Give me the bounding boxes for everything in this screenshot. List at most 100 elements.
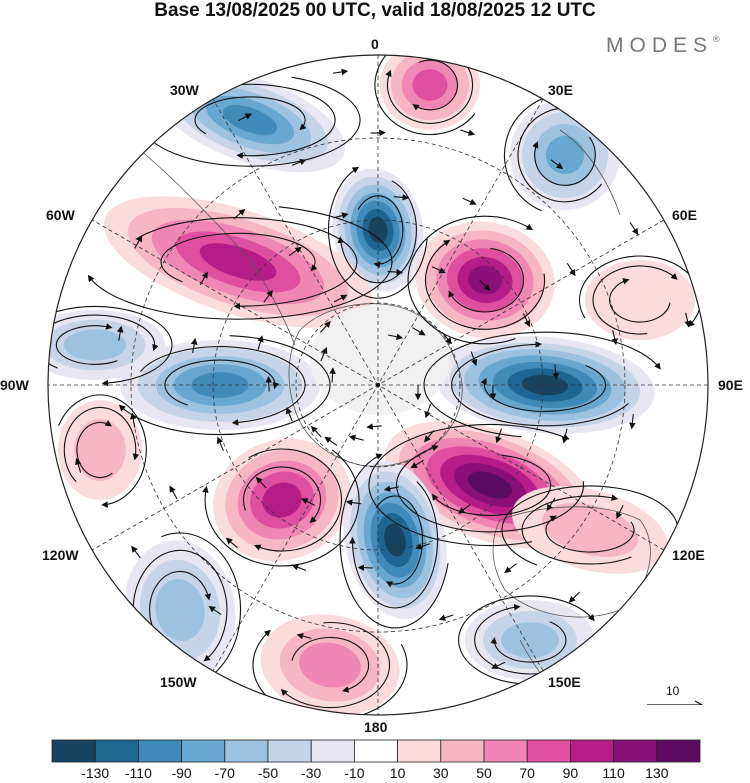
wind-arrow-58 bbox=[504, 563, 517, 574]
wind-arrow-8 bbox=[424, 403, 432, 419]
streamline-5 bbox=[87, 206, 393, 320]
wind-arrow-34 bbox=[552, 364, 560, 380]
wind-arrow-54 bbox=[319, 321, 331, 333]
longitude-label-90w: 90W bbox=[0, 377, 29, 393]
streamline-39 bbox=[194, 96, 307, 135]
wind-arrow-37 bbox=[568, 591, 581, 603]
wind-arrow-39 bbox=[441, 332, 452, 345]
anomaly-contour-17-2 bbox=[501, 622, 559, 658]
streamline-32 bbox=[252, 629, 408, 715]
wind-arrow-3 bbox=[458, 504, 471, 514]
antarctica-coastline bbox=[288, 303, 463, 467]
africa-coastline bbox=[559, 129, 621, 216]
anomaly-contour-13-4 bbox=[222, 105, 278, 135]
streamline-6 bbox=[448, 247, 525, 313]
streamline-10 bbox=[451, 341, 629, 427]
wind-arrow-18 bbox=[479, 279, 491, 291]
longitude-label-30w: 30W bbox=[170, 82, 199, 98]
wind-arrow-65 bbox=[462, 197, 477, 205]
longitude-label-90e: 90E bbox=[718, 377, 743, 393]
colorbar-tick-6: -10 bbox=[344, 765, 365, 781]
wind-arrow-32 bbox=[383, 485, 399, 492]
wind-arrow-68 bbox=[684, 312, 691, 328]
wind-arrow-66 bbox=[438, 614, 454, 621]
anomaly-contour-2-5 bbox=[468, 265, 502, 295]
longitude-label-150w: 150W bbox=[160, 674, 197, 690]
longitude-label-150e: 150E bbox=[548, 674, 581, 690]
streamline-45 bbox=[609, 278, 671, 323]
colorbar-tick-3: -70 bbox=[214, 765, 235, 781]
wind-arrow-33 bbox=[263, 289, 273, 303]
streamline-14 bbox=[118, 335, 331, 436]
streamline-17 bbox=[58, 394, 147, 508]
streamline-22 bbox=[248, 448, 343, 552]
wind-arrow-62 bbox=[333, 294, 348, 303]
wind-arrow-31 bbox=[412, 327, 426, 336]
colorbar-tick-13: 130 bbox=[645, 765, 669, 781]
streamline-8 bbox=[407, 215, 534, 345]
wind-arrow-29 bbox=[616, 504, 624, 519]
streamline-24 bbox=[375, 495, 424, 588]
anomaly-contour-14-2 bbox=[63, 329, 127, 361]
map-title: Base 13/08/2025 00 UTC, valid 18/08/2025… bbox=[154, 0, 596, 21]
wind-arrow-10 bbox=[431, 266, 446, 274]
streamline-23 bbox=[202, 449, 360, 567]
wind-arrow-47 bbox=[470, 351, 478, 367]
wind-arrow-60 bbox=[629, 222, 639, 236]
colorbar-tick-5: -30 bbox=[301, 765, 322, 781]
wind-arrow-43 bbox=[169, 485, 178, 500]
colorbar-tick-10: 70 bbox=[519, 765, 535, 781]
wind-arrow-6 bbox=[296, 632, 312, 640]
wind-arrow-21 bbox=[629, 414, 636, 430]
colorbar-tick-1: -110 bbox=[124, 765, 152, 781]
wind-arrow-5 bbox=[566, 263, 576, 277]
wind-arrow-40 bbox=[345, 499, 362, 506]
anomaly-contour-11-3 bbox=[412, 69, 448, 101]
streamline-34 bbox=[385, 60, 474, 124]
streamline-25 bbox=[349, 481, 439, 609]
streamline-12 bbox=[164, 359, 280, 406]
streamline-33 bbox=[412, 59, 459, 111]
modes-logo: MODES® bbox=[606, 34, 720, 57]
streamline-18 bbox=[431, 454, 552, 516]
wind-arrow-25 bbox=[257, 335, 264, 351]
wind-arrow-56 bbox=[255, 476, 267, 489]
wind-arrow-11 bbox=[415, 543, 430, 550]
longitude-label-60w: 60W bbox=[46, 207, 75, 223]
wind-arrow-26 bbox=[522, 313, 531, 328]
streamline-7 bbox=[425, 239, 546, 330]
wind-arrow-12 bbox=[199, 271, 208, 286]
streamline-36 bbox=[532, 136, 596, 186]
colorbar-tick-4: -50 bbox=[257, 765, 279, 781]
colorbar-tick-7: 10 bbox=[389, 765, 406, 781]
wind-arrow-9 bbox=[285, 407, 293, 422]
anomaly-contour-15-0 bbox=[585, 260, 695, 340]
anomaly-contour-4-4 bbox=[191, 372, 249, 398]
anomaly-contour-6-6 bbox=[467, 471, 513, 499]
anomaly-contour-10-2 bbox=[299, 642, 361, 688]
wind-arrow-46 bbox=[320, 346, 328, 362]
streamline-51 bbox=[490, 621, 567, 663]
south-pole-marker bbox=[375, 382, 381, 388]
streamline-41 bbox=[139, 76, 361, 167]
wind-arrow-44 bbox=[460, 129, 476, 136]
wind-arrow-59 bbox=[116, 325, 124, 341]
streamline-3 bbox=[160, 232, 318, 283]
wind-arrow-22 bbox=[131, 545, 141, 559]
wind-arrow-27 bbox=[291, 564, 307, 572]
longitude-label-120w: 120W bbox=[42, 547, 79, 563]
map-border bbox=[47, 54, 709, 716]
wind-arrow-15 bbox=[332, 68, 349, 76]
wind-arrow-45 bbox=[491, 661, 506, 669]
anomaly-contour-5-1 bbox=[74, 419, 126, 481]
streamline-21 bbox=[243, 466, 322, 524]
wind-arrow-24 bbox=[410, 459, 424, 469]
wind-arrow-41 bbox=[288, 246, 302, 256]
longitude-label-60e: 60E bbox=[672, 207, 697, 223]
wind-arrow-7 bbox=[238, 113, 252, 122]
streamline-26 bbox=[339, 453, 449, 629]
colorbar-tick-11: 90 bbox=[562, 765, 579, 781]
wind-arrow-13 bbox=[611, 330, 618, 346]
streamline-19 bbox=[396, 444, 585, 533]
streamline-20 bbox=[368, 423, 570, 546]
